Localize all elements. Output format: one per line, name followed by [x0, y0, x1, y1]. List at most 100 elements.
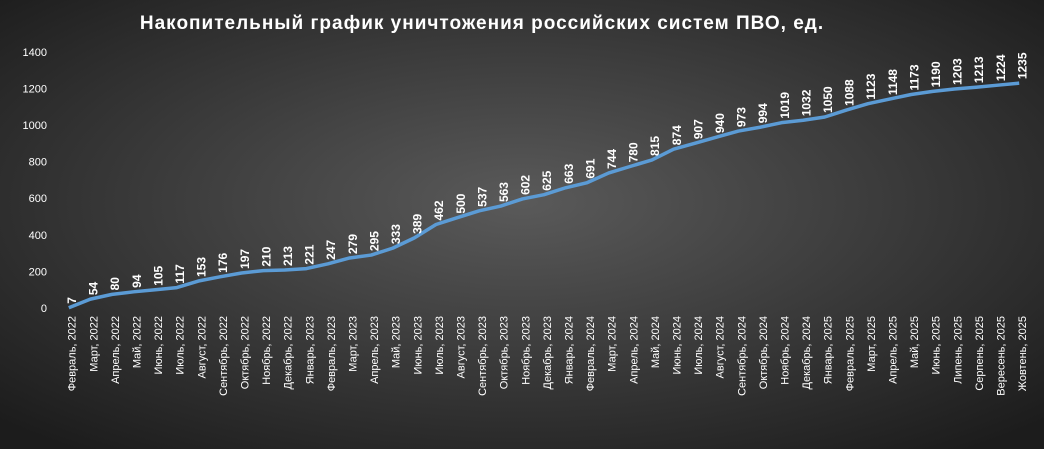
data-label: 213	[281, 246, 295, 266]
x-tick-label: Октябрь, 2024	[758, 316, 770, 389]
x-tick-label: Январь, 2024	[564, 316, 576, 384]
data-label: 221	[303, 244, 317, 264]
y-tick-label: 600	[29, 193, 47, 205]
data-label: 389	[411, 214, 425, 234]
data-label: 1235	[1015, 52, 1029, 79]
data-label: 940	[713, 113, 727, 133]
data-label: 874	[670, 125, 684, 145]
x-tick-label: Серпень, 2025	[974, 316, 986, 391]
data-label: 210	[259, 246, 273, 266]
data-label: 744	[605, 149, 619, 169]
data-label: 7	[65, 297, 79, 304]
data-label: 105	[151, 265, 165, 285]
x-tick-label: Май, 2022	[132, 316, 144, 368]
y-tick-label: 0	[41, 303, 47, 315]
data-label: 1213	[972, 56, 986, 83]
x-tick-label: Февраль, 2022	[67, 316, 79, 391]
y-tick-label: 1000	[23, 120, 47, 132]
data-label: 117	[173, 264, 187, 284]
x-tick-label: Май, 2024	[650, 316, 662, 368]
x-tick-label: Июль, 2024	[693, 316, 705, 375]
x-tick-label: Июнь, 2022	[153, 316, 165, 375]
x-tick-label: Июль, 2023	[434, 316, 446, 375]
x-tick-label: Март, 2024	[607, 316, 619, 372]
data-label: 197	[238, 249, 252, 269]
data-line	[68, 81, 1020, 310]
y-tick-label: 1400	[23, 47, 47, 59]
x-tick-label: Апрель, 2023	[369, 316, 381, 384]
data-label: 1088	[843, 79, 857, 106]
x-tick-label: Август, 2023	[456, 316, 468, 378]
x-tick-label: Сентябрь, 2022	[218, 316, 230, 396]
x-tick-label: Декабрь, 2023	[542, 316, 554, 389]
data-label: 1173	[907, 64, 921, 90]
data-label: 1050	[821, 86, 835, 113]
data-label: 907	[691, 119, 705, 139]
data-label: 1019	[778, 92, 792, 119]
data-label: 1032	[799, 89, 813, 116]
chart-title: Накопительный график уничтожения российс…	[140, 13, 824, 34]
data-label: 663	[562, 163, 576, 183]
x-tick-label: Липень, 2025	[952, 316, 964, 384]
data-label: 1190	[929, 61, 943, 87]
x-tick-label: Май, 2025	[909, 316, 921, 368]
x-tick-label: Жовтень, 2025	[1017, 316, 1029, 391]
x-tick-label: Февраль, 2025	[844, 316, 856, 391]
x-tick-label: Август, 2022	[196, 316, 208, 378]
data-label: 537	[475, 186, 489, 206]
data-label: 500	[454, 193, 468, 213]
x-tick-label: Август, 2024	[715, 316, 727, 378]
data-label: 1203	[951, 58, 965, 85]
x-tick-label: Июнь, 2025	[931, 316, 943, 375]
data-label: 815	[648, 136, 662, 156]
y-tick-label: 1200	[23, 83, 47, 95]
data-label: 80	[108, 277, 122, 291]
x-tick-label: Февраль, 2024	[585, 316, 597, 391]
x-tick-label: Май, 2023	[391, 316, 403, 368]
x-tick-label: Февраль, 2023	[326, 316, 338, 391]
y-tick-label: 800	[29, 157, 47, 169]
x-tick-label: Апрель, 2022	[110, 316, 122, 384]
data-label: 994	[756, 103, 770, 123]
x-tick-label: Январь, 2023	[304, 316, 316, 384]
data-label: 153	[195, 257, 209, 277]
data-label: 691	[583, 158, 597, 178]
x-tick-label: Декабрь, 2022	[283, 316, 295, 389]
data-label: 563	[497, 182, 511, 202]
x-tick-label: Июнь, 2024	[672, 316, 684, 375]
data-label: 602	[519, 175, 533, 195]
x-tick-label: Март, 2025	[866, 316, 878, 372]
x-tick-label: Сентябрь, 2023	[477, 316, 489, 396]
data-label: 625	[540, 170, 554, 190]
x-tick-label: Ноябрь, 2023	[520, 316, 532, 385]
data-label: 1148	[886, 69, 900, 95]
x-tick-label: Вересень, 2025	[996, 316, 1008, 396]
data-label: 780	[627, 142, 641, 162]
x-tick-label: Июнь, 2023	[412, 316, 424, 375]
x-tick-label: Сентябрь, 2024	[736, 316, 748, 396]
data-label: 247	[324, 239, 338, 259]
data-label: 176	[216, 252, 230, 272]
x-tick-label: Октябрь, 2023	[499, 316, 511, 389]
data-label: 1123	[864, 73, 878, 99]
data-label: 1224	[994, 54, 1008, 81]
x-tick-label: Октябрь, 2022	[240, 316, 252, 389]
x-tick-label: Апрель, 2025	[888, 316, 900, 384]
x-tick-label: Март, 2022	[88, 316, 100, 372]
data-label: 279	[346, 234, 360, 254]
data-label: 333	[389, 224, 403, 244]
x-tick-label: Июль, 2022	[175, 316, 187, 375]
data-label: 94	[130, 274, 144, 288]
x-tick-label: Март, 2023	[348, 316, 360, 372]
y-tick-label: 200	[29, 266, 47, 278]
data-label: 295	[367, 231, 381, 251]
x-tick-label: Ноябрь, 2022	[261, 316, 273, 385]
x-tick-label: Декабрь, 2024	[801, 316, 813, 389]
data-label: 54	[87, 281, 101, 295]
x-tick-label: Январь, 2025	[823, 316, 835, 384]
y-tick-label: 400	[29, 230, 47, 242]
x-tick-label: Ноябрь, 2024	[780, 316, 792, 385]
